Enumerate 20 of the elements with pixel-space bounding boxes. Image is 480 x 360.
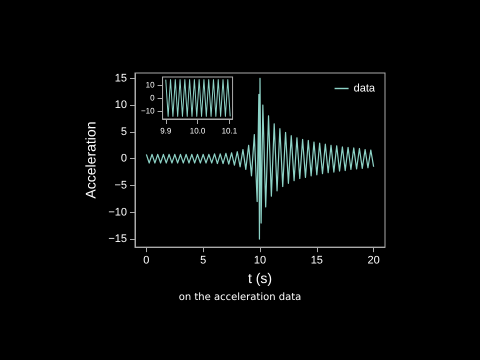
y-tick-label: 15	[114, 72, 127, 84]
x-tick-label: 10	[254, 254, 266, 267]
y-tick-label: 0	[120, 152, 127, 165]
y-tick-label: −5	[114, 179, 127, 192]
x-tick-label: 10.0	[190, 126, 206, 136]
y-tick-label: −10	[108, 206, 127, 218]
x-axis-title: t (s)	[248, 270, 272, 286]
y-tick-label: −15	[108, 233, 127, 246]
legend-label: data	[354, 82, 376, 94]
y-tick-label: 0	[150, 94, 156, 102]
x-tick-label: 9.9	[160, 126, 172, 136]
x-tick-label: 15	[310, 254, 323, 267]
y-axis-title: Acceleration	[82, 122, 98, 199]
y-tick-label: 10	[146, 80, 156, 90]
text: on the acceleration data	[178, 292, 302, 303]
y-tick-label: 10	[114, 99, 127, 112]
y-tick-label: −10	[140, 106, 156, 116]
x-tick-label: 10.1	[222, 126, 238, 136]
x-tick-label: 20	[368, 254, 380, 267]
x-tick-label: 5	[200, 254, 206, 267]
